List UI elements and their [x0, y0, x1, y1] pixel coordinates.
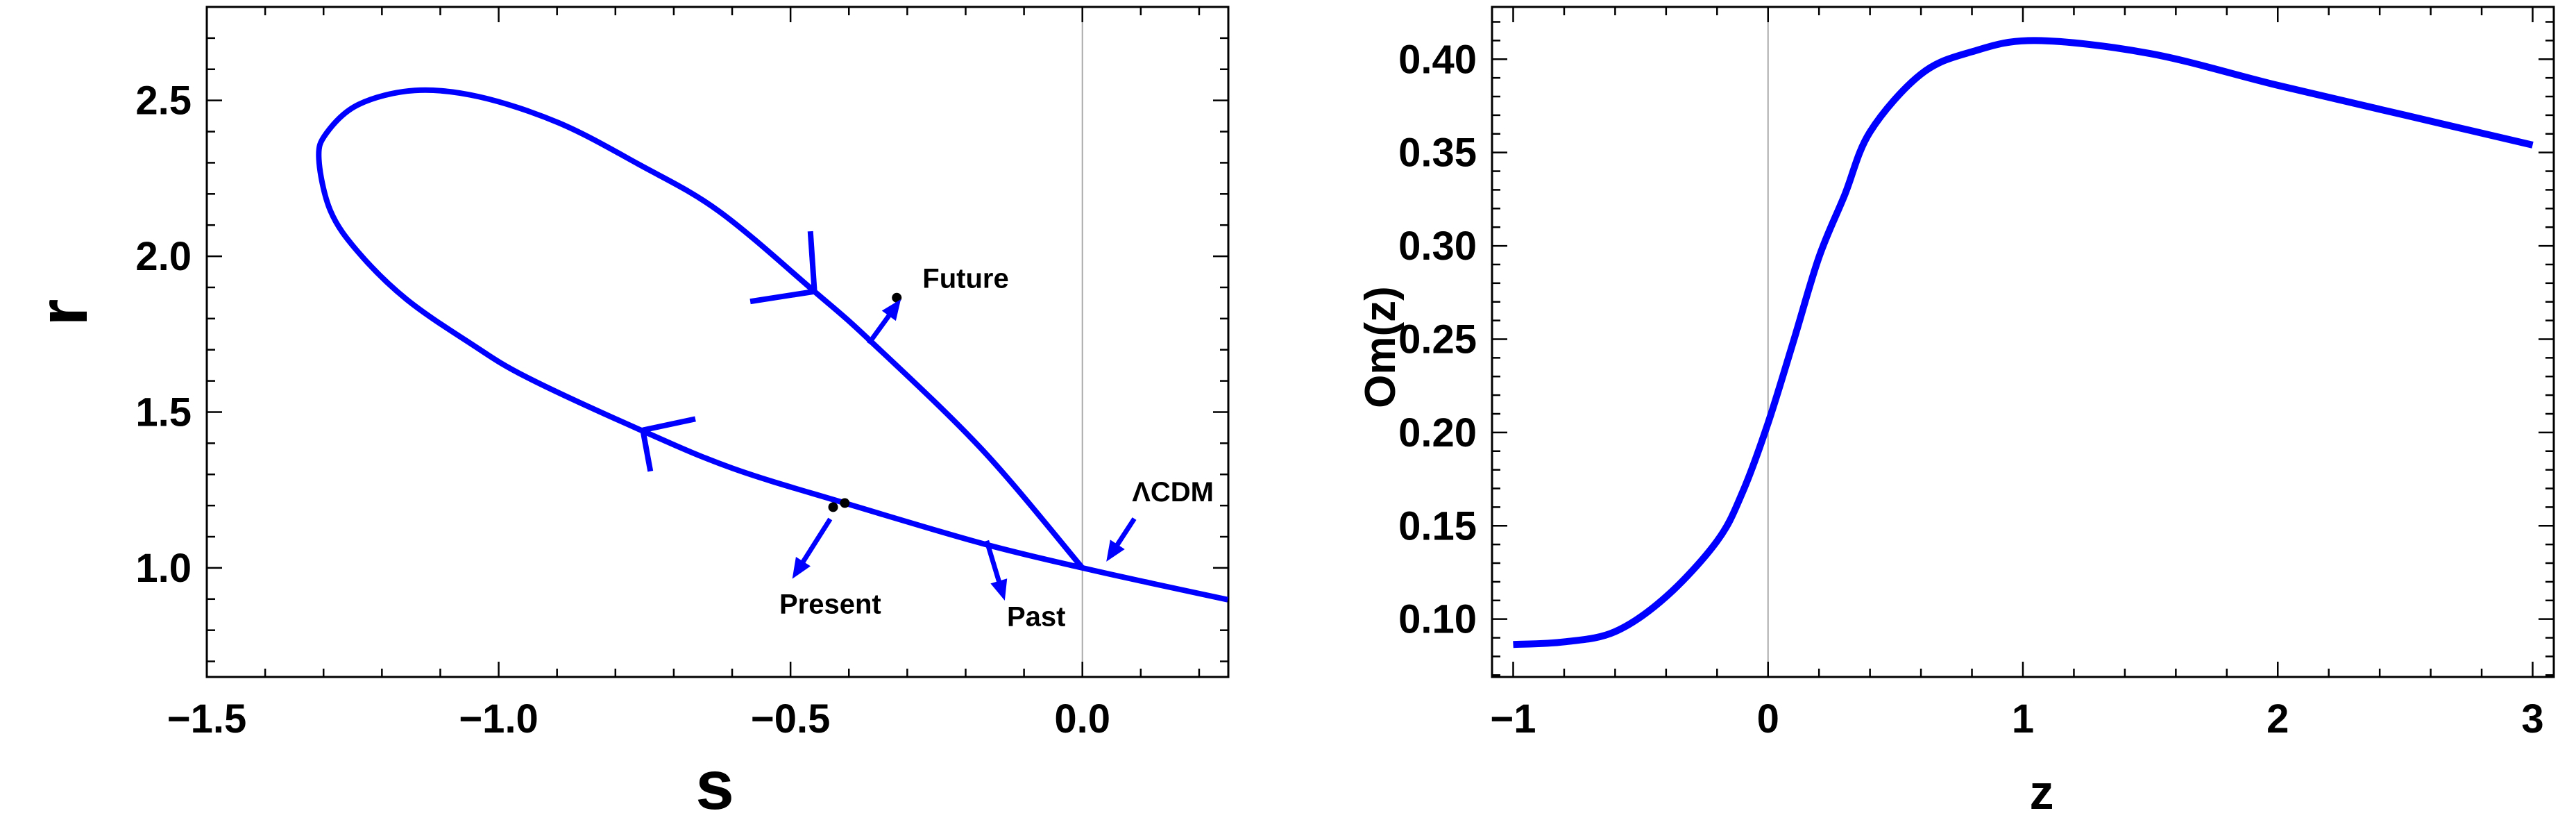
- y-tick-label: 1.0: [135, 546, 192, 591]
- marker-point: [892, 292, 902, 303]
- x-axis-label: s: [695, 746, 734, 820]
- annotation-arrow-head: [990, 578, 1008, 601]
- plot-frame: [205, 6, 1230, 678]
- y-tick-label: 0.30: [1398, 224, 1477, 269]
- x-tick-label: 2: [2266, 696, 2289, 742]
- annotation-arrow-shaft: [797, 517, 833, 569]
- direction-arrow-stroke: [749, 288, 815, 305]
- y-tick-label: 2.0: [135, 234, 192, 279]
- annotation-label-past: Past: [1007, 601, 1066, 632]
- y-axis-label: r: [24, 299, 102, 326]
- x-tick-label: 0: [1757, 696, 1779, 742]
- series-line: [1513, 37, 2534, 649]
- y-tick-label: 0.35: [1398, 131, 1477, 176]
- annotation-arrow-shaft: [867, 309, 895, 345]
- direction-arrow-stroke: [807, 231, 817, 292]
- sr-phase-plot: s r −1.5 −1.0 −0.5 0.0 1.0 1.5 2.0 2.5 Future Pre…: [24, 6, 1230, 820]
- x-tick-label: 0.0: [1054, 696, 1110, 742]
- y-tick-label: 0.10: [1398, 597, 1477, 642]
- direction-arrow-stroke: [640, 429, 654, 472]
- om-z-plot: z Om(z) −1 0 1 2 3 0.10 0.15 0.20 0.25 0.30 0.35 0.…: [1357, 6, 2555, 819]
- annotation-label-future: Future: [922, 263, 1008, 294]
- plot-frame: [1491, 6, 2555, 678]
- marker-point: [840, 498, 850, 508]
- annotation-label-present: Present: [779, 589, 881, 620]
- annotation-arrow-head: [792, 557, 811, 579]
- y-tick-label: 1.5: [135, 390, 192, 435]
- x-axis-label: z: [2030, 765, 2054, 819]
- y-axis-label: Om(z): [1357, 286, 1405, 408]
- annotation-arrow-head: [881, 299, 901, 321]
- series-line: [316, 87, 1229, 603]
- y-tick-label: 0.15: [1398, 503, 1477, 549]
- y-tick-label: 0.25: [1398, 317, 1477, 362]
- x-tick-label: −1.5: [167, 696, 247, 742]
- y-tick-label: 0.20: [1398, 410, 1477, 455]
- x-tick-label: 3: [2521, 696, 2543, 742]
- y-tick-label: 0.40: [1398, 37, 1477, 82]
- annotation-label-cdm: ΛCDM: [1132, 477, 1214, 508]
- x-tick-label: −0.5: [751, 696, 831, 742]
- y-tick-label: 2.5: [135, 78, 192, 124]
- x-tick-label: −1.0: [459, 696, 539, 742]
- x-tick-label: −1: [1490, 696, 1536, 742]
- annotation-arrow-head: [1106, 539, 1125, 562]
- annotation-arrow-shaft: [984, 539, 1003, 588]
- x-tick-label: 1: [2012, 696, 2034, 742]
- direction-arrow-stroke: [642, 416, 696, 433]
- marker-point: [828, 502, 838, 512]
